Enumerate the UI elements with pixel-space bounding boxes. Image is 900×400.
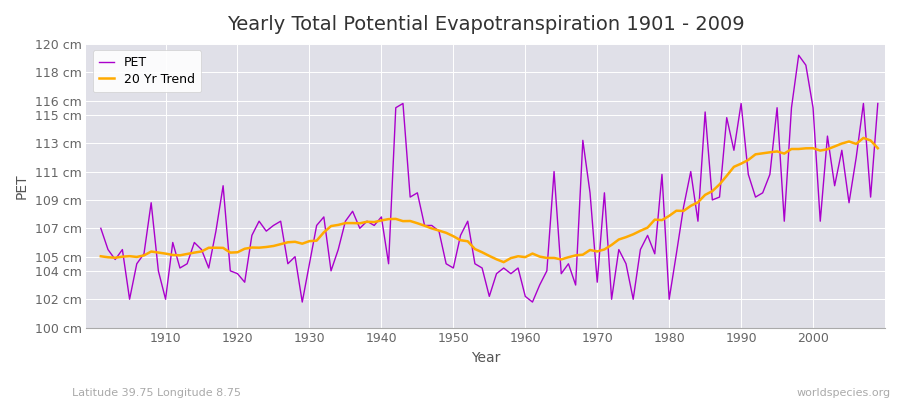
PET — [362, 219, 373, 224]
PET — [297, 300, 308, 304]
20 Yr Trend — [499, 260, 509, 264]
20 Yr Trend — [153, 250, 164, 255]
PET — [527, 300, 538, 304]
20 Yr Trend — [311, 238, 322, 243]
Text: Latitude 39.75 Longitude 8.75: Latitude 39.75 Longitude 8.75 — [72, 388, 241, 398]
PET — [153, 268, 164, 273]
20 Yr Trend — [355, 221, 365, 226]
PET — [793, 53, 804, 58]
Title: Yearly Total Potential Evapotranspiration 1901 - 2009: Yearly Total Potential Evapotranspiratio… — [227, 15, 744, 34]
20 Yr Trend — [527, 251, 538, 256]
PET — [520, 294, 531, 299]
PET — [319, 214, 329, 219]
X-axis label: Year: Year — [471, 351, 500, 365]
PET — [95, 226, 106, 231]
Line: 20 Yr Trend: 20 Yr Trend — [101, 138, 878, 262]
20 Yr Trend — [614, 237, 625, 242]
Line: PET: PET — [101, 55, 878, 302]
20 Yr Trend — [872, 146, 883, 151]
PET — [872, 101, 883, 106]
20 Yr Trend — [858, 136, 868, 140]
Y-axis label: PET: PET — [15, 173, 29, 198]
PET — [614, 247, 625, 252]
Text: worldspecies.org: worldspecies.org — [796, 388, 891, 398]
20 Yr Trend — [520, 255, 531, 260]
20 Yr Trend — [95, 254, 106, 259]
Legend: PET, 20 Yr Trend: PET, 20 Yr Trend — [93, 50, 202, 92]
